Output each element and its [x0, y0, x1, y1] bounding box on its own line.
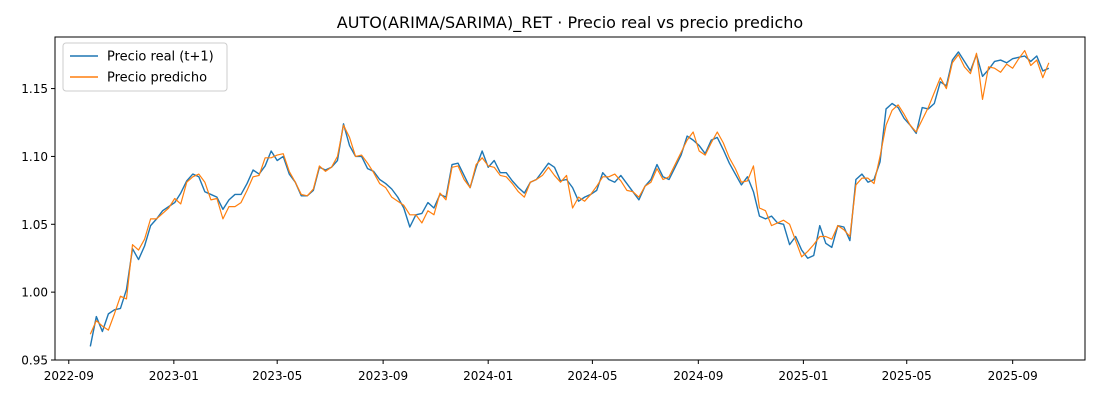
y-tick-label: 1.05	[21, 218, 48, 232]
x-tick-label: 2024-09	[673, 369, 723, 383]
legend-label-predicted: Precio predicho	[107, 71, 207, 86]
legend-label-real: Precio real (t+1)	[107, 50, 214, 65]
x-tick-label: 2022-09	[44, 369, 94, 383]
y-tick-label: 1.00	[21, 286, 48, 300]
legend: Precio real (t+1) Precio predicho	[62, 42, 228, 92]
x-tick-label: 2025-09	[988, 369, 1038, 383]
x-tick-label: 2024-01	[463, 369, 513, 383]
axes-frame	[54, 36, 1086, 361]
y-tick-label: 1.10	[21, 150, 48, 164]
plot-area: 0.95 1.00 1.05 1.10 1.15 2022-09 2023-01 2023-0…	[21, 49, 1050, 383]
chart-title: AUTO(ARIMA/SARIMA)_RET · Precio real vs …	[337, 13, 803, 33]
y-tick-label: 0.95	[21, 354, 48, 368]
series-line-real	[89, 51, 1050, 347]
x-tick-label: 2023-01	[149, 369, 199, 383]
legend-box	[62, 42, 228, 92]
y-tick-label: 1.15	[21, 82, 48, 96]
x-tick-label: 2025-01	[778, 369, 828, 383]
x-tick-label: 2024-05	[567, 369, 617, 383]
x-tick-label: 2025-05	[882, 369, 932, 383]
x-tick-label: 2023-05	[252, 369, 302, 383]
x-tick-label: 2023-09	[358, 369, 408, 383]
series-line-predicted	[89, 49, 1050, 335]
